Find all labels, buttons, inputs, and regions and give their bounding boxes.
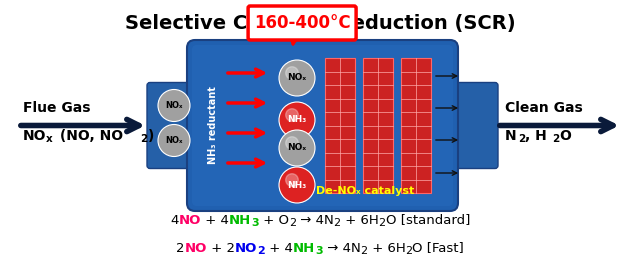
Text: Selective Catalytic Reduction (SCR): Selective Catalytic Reduction (SCR): [125, 14, 515, 33]
Text: NOₓ: NOₓ: [165, 101, 183, 110]
Circle shape: [285, 109, 298, 121]
Text: + 4: + 4: [201, 213, 228, 227]
Text: + O: + O: [259, 213, 289, 227]
Text: 2: 2: [257, 247, 265, 257]
Circle shape: [158, 124, 190, 156]
FancyBboxPatch shape: [248, 6, 356, 40]
Text: 2: 2: [378, 218, 385, 229]
Text: 2: 2: [333, 218, 340, 229]
Text: Clean Gas: Clean Gas: [505, 100, 583, 114]
Text: NOₓ: NOₓ: [287, 73, 307, 82]
Text: NH: NH: [292, 242, 315, 254]
Text: → 4N: → 4N: [296, 213, 333, 227]
Text: 2: 2: [552, 135, 559, 144]
Text: NOₓ: NOₓ: [287, 144, 307, 153]
Circle shape: [158, 90, 190, 121]
FancyBboxPatch shape: [192, 45, 453, 206]
Text: (NO, NO: (NO, NO: [55, 129, 123, 143]
Text: 3: 3: [251, 218, 259, 229]
Text: + 6H: + 6H: [367, 242, 405, 254]
FancyBboxPatch shape: [187, 40, 458, 211]
Text: Flue Gas: Flue Gas: [23, 100, 90, 114]
Text: + 2: + 2: [207, 242, 235, 254]
Text: 3: 3: [315, 247, 323, 257]
Text: , H: , H: [525, 129, 547, 143]
Circle shape: [279, 60, 315, 96]
Text: 2: 2: [289, 218, 296, 229]
FancyBboxPatch shape: [147, 82, 201, 168]
Text: NH₃: NH₃: [287, 115, 307, 124]
Text: NO: NO: [184, 242, 207, 254]
Circle shape: [279, 130, 315, 166]
Circle shape: [285, 67, 298, 79]
Text: NH: NH: [228, 213, 251, 227]
Bar: [401, 58, 431, 193]
Text: x: x: [46, 135, 52, 144]
Text: 2: 2: [518, 135, 525, 144]
Bar: [363, 58, 393, 193]
Text: NO: NO: [235, 242, 257, 254]
Text: 4: 4: [170, 213, 179, 227]
Text: 2: 2: [360, 247, 367, 257]
Circle shape: [285, 137, 298, 149]
Circle shape: [279, 167, 315, 203]
Text: NH₃ reductant: NH₃ reductant: [208, 87, 218, 164]
Text: → 4N: → 4N: [323, 242, 360, 254]
Text: NO: NO: [179, 213, 201, 227]
Text: 2: 2: [405, 247, 412, 257]
Text: 2: 2: [140, 135, 147, 144]
Circle shape: [285, 174, 298, 186]
Text: O [standard]: O [standard]: [385, 213, 470, 227]
Text: NH₃: NH₃: [287, 180, 307, 189]
Text: O [Fast]: O [Fast]: [412, 242, 464, 254]
Text: + 4: + 4: [265, 242, 292, 254]
Text: De-NOₓ catalyst: De-NOₓ catalyst: [316, 186, 414, 196]
Text: N: N: [505, 129, 516, 143]
Text: NOₓ: NOₓ: [165, 136, 183, 145]
Text: NO: NO: [23, 129, 47, 143]
Text: + 6H: + 6H: [340, 213, 378, 227]
Bar: [325, 58, 355, 193]
Text: 2: 2: [176, 242, 184, 254]
FancyBboxPatch shape: [444, 82, 498, 168]
Text: 160-400°C: 160-400°C: [254, 14, 351, 32]
Text: O: O: [559, 129, 571, 143]
Text: ): ): [148, 129, 154, 143]
Circle shape: [279, 102, 315, 138]
